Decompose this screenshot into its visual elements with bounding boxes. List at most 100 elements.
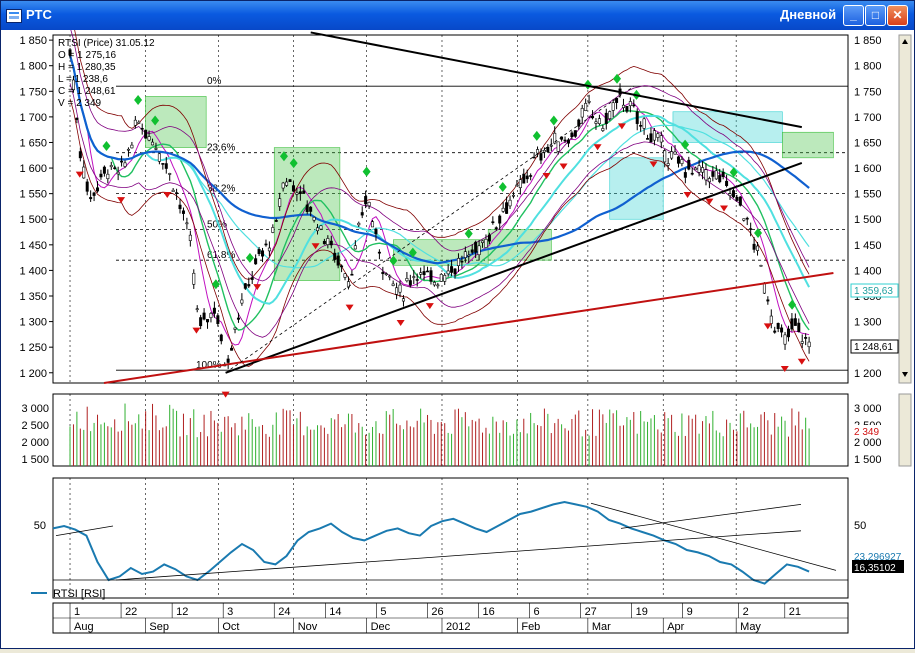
candle-body [790,318,794,330]
down-signal-marker [797,358,806,365]
candle-body [704,169,708,181]
candle-body [168,173,172,175]
x-day-label: 22 [125,606,137,618]
scroll-up-arrow[interactable] [902,39,908,44]
candle-body [316,227,320,232]
price-tick-left: 1 400 [19,265,47,277]
candle-body [639,125,643,127]
candle-body [446,270,450,275]
price-tick-left: 1 850 [19,35,47,47]
candle-body [439,274,443,282]
candle-body [563,139,567,142]
price-axis-left: 1 850 1 800 1 750 1 700 1 650 1 600 1 550 1 500… [19,35,47,380]
candle-body [800,341,804,344]
envelope-lower-line [69,83,810,338]
x-day-label: 6 [534,606,540,618]
candle-body [721,171,725,177]
volume-last-box [852,425,882,437]
candle-body [102,166,106,174]
rsi-trend-start [55,525,114,536]
close-button[interactable]: ✕ [887,5,908,26]
candle-body [573,130,577,137]
candle-body [295,192,299,195]
candle-body [199,317,203,327]
candle-body [484,238,488,248]
down-signal-marker [780,366,789,373]
candle-body [195,308,199,311]
down-signal-marker [345,304,354,311]
maximize-button[interactable]: □ [865,5,886,26]
candle-body [707,178,711,183]
candle-body [209,313,213,319]
candle-body [113,167,117,170]
right-scrollbar[interactable] [898,34,912,384]
up-signal-marker [549,115,558,126]
band-upper-line [69,11,810,280]
down-signal-marker [221,391,230,398]
candle-body [254,258,258,265]
cloud-patch [609,157,664,220]
up-signal-marker [408,247,417,258]
candle-body [529,175,533,177]
down-signal-marker [683,192,692,199]
candle-body [185,222,189,225]
info-line-5: V = 2 349 [58,98,102,109]
down-signal-marker [311,243,320,250]
candle-body [604,112,608,124]
candle-body [714,170,718,180]
candle-body [432,282,436,286]
candle-body [353,245,357,250]
candle-body [178,204,182,210]
up-signal-marker [583,79,592,90]
info-line-2: H = 1 280,35 [58,62,116,73]
candle-body [460,260,464,263]
title-bar[interactable]: РТС Дневной _ □ ✕ [1,1,914,30]
ma-value-box [850,283,899,298]
volume-scrollbar[interactable] [898,393,912,467]
candle-body [615,97,619,103]
candle-body [247,284,251,287]
up-signal-marker [151,115,160,126]
x-day-label: 24 [278,606,290,618]
candle-body [233,327,237,330]
candle-body [807,341,811,348]
candle-body [498,215,502,224]
candle-body [443,274,447,282]
minimize-button[interactable]: _ [843,5,864,26]
candle-body [374,229,378,235]
down-signal-marker [75,171,84,178]
candle-body [236,317,240,320]
candle-body [628,101,632,106]
candle-body [491,221,495,224]
price-tick-right: 1 650 [854,137,882,149]
candle-body [157,153,161,162]
candle-body [731,190,735,198]
upper-trendline [310,31,802,129]
scroll-down-arrow[interactable] [902,372,908,377]
x-day-label: 19 [636,606,648,618]
candle-body [161,163,165,165]
candle-body [336,255,340,266]
candle-body [250,277,254,280]
rsi-line [52,500,810,585]
price-tick-left: 1 700 [19,112,47,124]
candle-body [92,192,96,196]
x-day-label: 26 [431,606,443,618]
x-month-label: Sep [149,621,169,633]
window-title: РТС [26,7,52,22]
trend-lines [103,31,834,384]
vol-tick-left-0: 3 000 [21,403,49,415]
candle-body [188,234,192,241]
candle-body [553,132,557,144]
candle-body [333,252,337,260]
candle-body [735,197,739,201]
candle-body [742,218,746,221]
candle-body [635,111,639,124]
candle-body [804,337,808,339]
up-signal-marker [102,141,111,152]
x-month-label: Aug [74,621,94,633]
candle-body [278,198,282,207]
rsi-legend-label: RTSI [RSI] [53,588,105,600]
candlesticks [68,47,811,369]
candle-body [96,187,100,192]
